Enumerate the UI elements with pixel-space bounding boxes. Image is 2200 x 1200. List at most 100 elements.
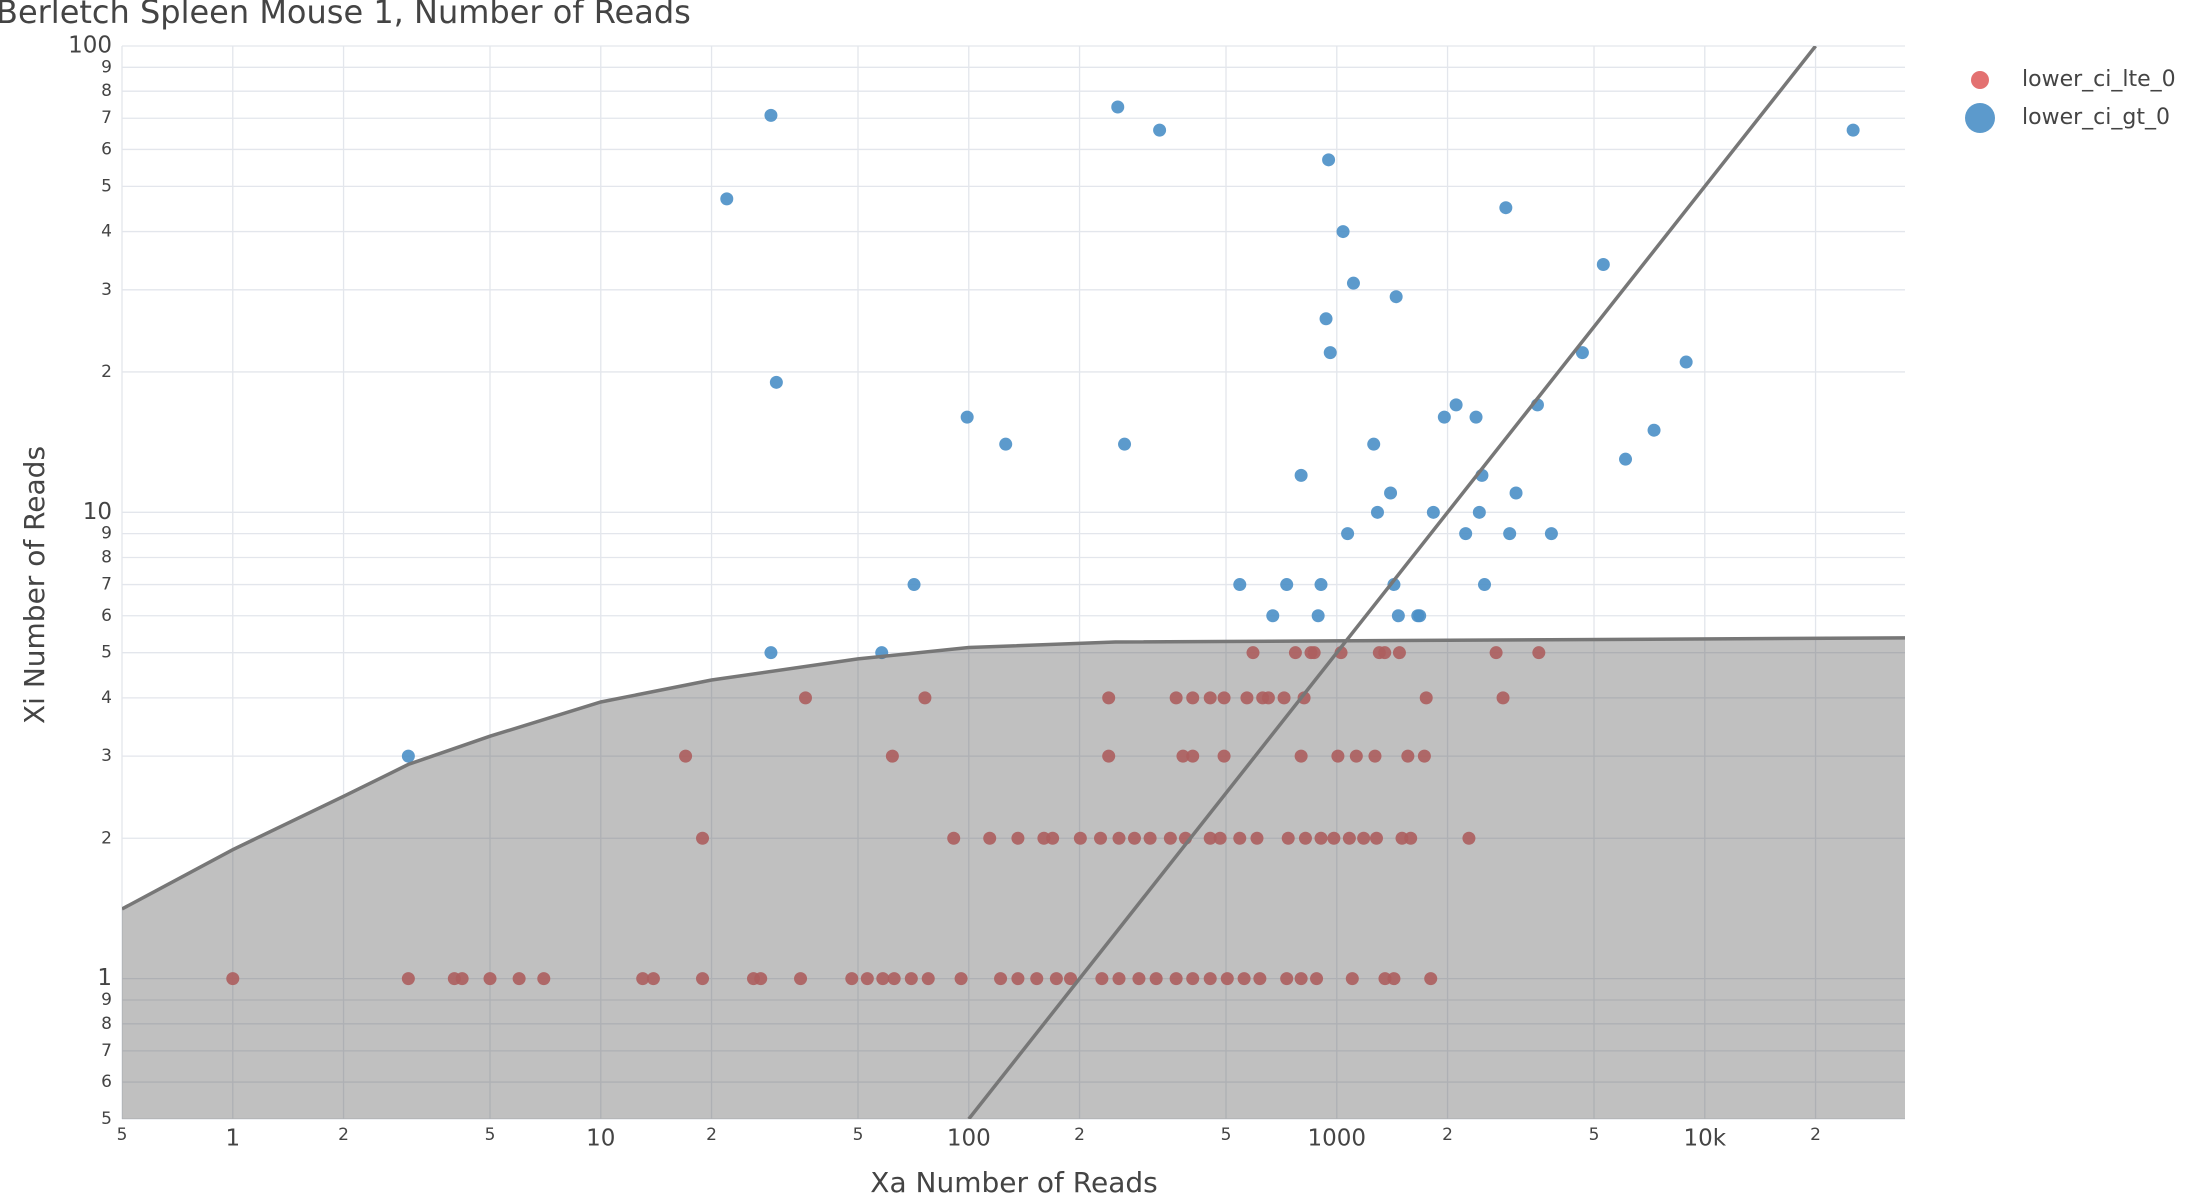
x-tick-label: 5	[853, 1125, 864, 1145]
point	[764, 108, 778, 122]
point	[1378, 972, 1392, 986]
point	[512, 972, 526, 986]
point	[679, 749, 693, 763]
point	[1240, 691, 1254, 705]
y-tick-label: 4	[101, 688, 112, 708]
point	[1322, 153, 1336, 167]
point	[1419, 691, 1433, 705]
point	[1367, 437, 1381, 451]
y-tick-label: 8	[101, 1014, 112, 1034]
point	[887, 972, 901, 986]
threshold-line	[122, 636, 1905, 911]
y-tick-label: 9	[101, 524, 112, 544]
y-tick-label: 6	[101, 139, 112, 159]
point	[1064, 972, 1078, 986]
point	[537, 972, 551, 986]
point	[1392, 646, 1406, 660]
point	[226, 972, 240, 986]
point	[1169, 972, 1183, 986]
point	[1127, 831, 1141, 845]
point	[1469, 410, 1483, 424]
point	[1319, 312, 1333, 326]
point	[1102, 749, 1116, 763]
x-tick-label: 100	[947, 1126, 991, 1152]
point	[1384, 486, 1398, 500]
y-tick-label: 3	[101, 280, 112, 300]
x-tick-label: 10k	[1683, 1126, 1726, 1152]
point	[1294, 468, 1308, 482]
point	[1413, 609, 1427, 623]
y-tick-label: 6	[101, 606, 112, 626]
y-tick-label: 2	[101, 362, 112, 382]
point	[1186, 691, 1200, 705]
x-tick-label: 5	[485, 1125, 496, 1145]
point	[1370, 505, 1384, 519]
point	[401, 749, 415, 763]
y-tick-label: 6	[101, 1072, 112, 1092]
point	[1277, 691, 1291, 705]
point	[1288, 646, 1302, 660]
point	[1346, 276, 1360, 290]
point	[764, 646, 778, 660]
point	[1297, 691, 1311, 705]
point	[845, 972, 859, 986]
point	[696, 972, 710, 986]
y-tick-label: 100	[68, 33, 112, 59]
plot-area	[122, 46, 1905, 1119]
x-tick-label: 2	[1074, 1125, 1085, 1145]
point	[1233, 831, 1247, 845]
point	[1163, 831, 1177, 845]
threshold-line	[967, 46, 1817, 1119]
y-tick-label: 7	[101, 108, 112, 128]
point	[907, 578, 921, 592]
point	[1149, 972, 1163, 986]
point	[860, 972, 874, 986]
point	[1349, 749, 1363, 763]
point	[1132, 972, 1146, 986]
point	[918, 691, 932, 705]
point	[1307, 646, 1321, 660]
point	[1266, 609, 1280, 623]
point	[1499, 201, 1513, 215]
point	[1387, 972, 1401, 986]
x-tick-label: 5	[1221, 1125, 1232, 1145]
point	[1532, 646, 1546, 660]
point	[1112, 831, 1126, 845]
point	[1237, 972, 1251, 986]
point	[1311, 609, 1325, 623]
y-tick-label: 4	[101, 222, 112, 242]
point	[1417, 749, 1431, 763]
point	[1368, 749, 1382, 763]
point	[960, 410, 974, 424]
point	[1387, 578, 1401, 592]
x-tick-label: 2	[1442, 1125, 1453, 1145]
point	[1426, 505, 1440, 519]
point	[1261, 691, 1275, 705]
point	[636, 972, 650, 986]
point	[1169, 691, 1183, 705]
x-tick-label: 10	[586, 1126, 615, 1152]
point	[1253, 972, 1267, 986]
legend-label: lower_ci_lte_0	[2022, 67, 2176, 92]
point	[1203, 972, 1217, 986]
y-tick-label: 7	[101, 575, 112, 595]
point	[798, 691, 812, 705]
point	[1143, 831, 1157, 845]
point	[1102, 691, 1116, 705]
point	[1280, 972, 1294, 986]
x-tick-label: 2	[706, 1125, 717, 1145]
point	[1424, 972, 1438, 986]
point	[1336, 225, 1350, 239]
y-tick-label: 5	[101, 176, 112, 196]
point	[1477, 578, 1491, 592]
point	[1186, 972, 1200, 986]
point	[1314, 831, 1328, 845]
point	[1496, 691, 1510, 705]
point	[1647, 423, 1661, 437]
point	[1575, 346, 1589, 360]
point	[1327, 831, 1341, 845]
x-tick-label: 5	[117, 1125, 128, 1145]
y-tick-label: 2	[101, 828, 112, 848]
point	[1298, 831, 1312, 845]
point	[1294, 749, 1308, 763]
